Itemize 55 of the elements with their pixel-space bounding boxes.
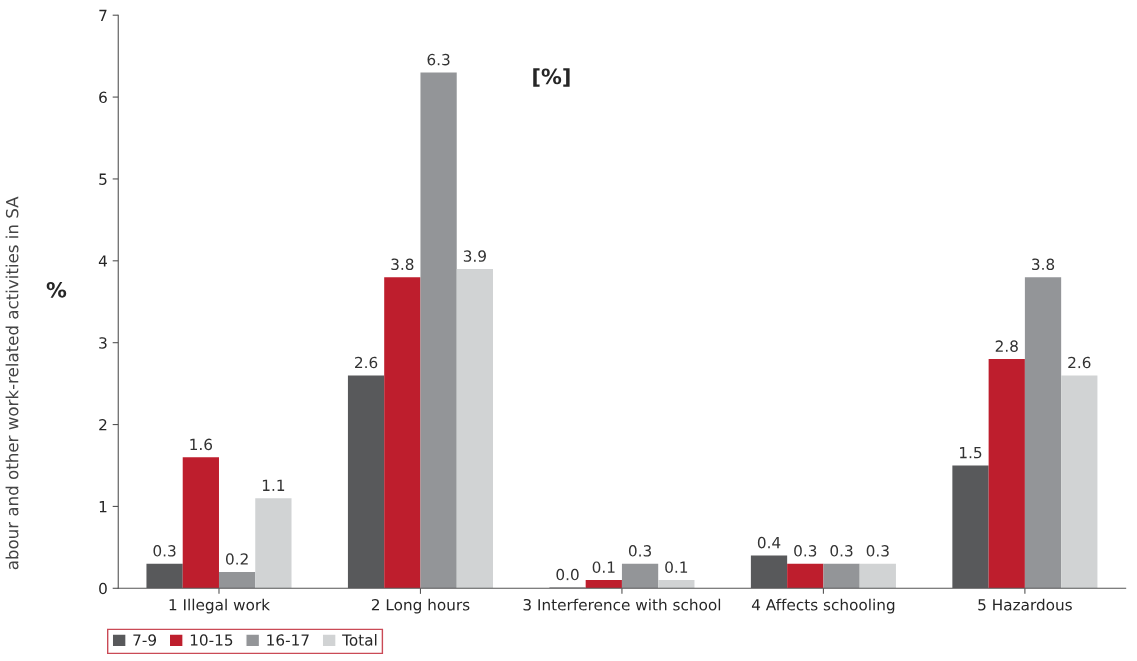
- y-tick-label: 3: [99, 337, 107, 349]
- bar: [621, 563, 659, 589]
- bar: [988, 359, 1025, 589]
- data-label: 0.2: [225, 553, 248, 565]
- data-label: 0.3: [153, 545, 176, 557]
- data-label: 0.1: [592, 561, 615, 573]
- bar: [255, 498, 292, 589]
- x-tick-label: 4 Affects schooling: [751, 598, 895, 614]
- y-axis-title: %: [46, 281, 67, 298]
- bar: [1024, 277, 1062, 589]
- y-tick-label: 7: [99, 9, 107, 22]
- data-label: 0.3: [794, 545, 817, 557]
- data-label: 0.4: [757, 536, 781, 549]
- bar: [182, 457, 219, 589]
- data-label: 0.3: [830, 545, 853, 557]
- x-tick-label: 2 Long hours: [371, 598, 470, 614]
- data-label: 3.8: [391, 258, 414, 271]
- data-label: 6.3: [427, 53, 450, 66]
- bar: [218, 571, 256, 589]
- bar: [787, 563, 824, 589]
- data-label: 2.8: [995, 340, 1018, 352]
- bar: [823, 563, 860, 589]
- text: [%]: [533, 68, 570, 87]
- y-tick-label: 0: [99, 582, 107, 595]
- legend-label: 7-9: [133, 634, 157, 646]
- x-tick-label: 5 Hazardous: [978, 598, 1072, 611]
- bar: [456, 269, 493, 589]
- data-label: 1.1: [262, 479, 285, 491]
- data-label: 3.9: [463, 250, 486, 262]
- data-label: 1.5: [960, 447, 982, 459]
- data-label: 2.6: [355, 356, 378, 369]
- y-tick-label: 4: [98, 255, 107, 267]
- bar: [384, 277, 421, 589]
- data-label: 2.6: [1068, 356, 1091, 369]
- data-label: 1.6: [190, 438, 213, 451]
- bar: [420, 72, 457, 589]
- y-tick-label: 5: [99, 173, 107, 185]
- data-label: 0.1: [665, 561, 688, 573]
- x-tick-label: 1 Illegal work: [169, 598, 270, 614]
- data-label: 0.0: [556, 568, 579, 581]
- bar: [585, 580, 622, 589]
- legend-label: 10-15: [190, 634, 233, 646]
- text: abour and other work-related activities in SA: [5, 196, 19, 570]
- legend-label: 16-17: [267, 634, 309, 646]
- data-label: 0.3: [866, 545, 889, 557]
- y-tick-label: 6: [99, 91, 107, 104]
- x-tick-label: 3 Interference with school: [523, 598, 721, 611]
- bar: [658, 580, 695, 589]
- y-tick-label: 1: [99, 501, 107, 513]
- data-label: 3.8: [1032, 258, 1055, 271]
- data-label: 0.3: [628, 545, 651, 557]
- bar: [859, 563, 896, 589]
- bar: [1061, 375, 1098, 589]
- legend-label: Total: [342, 633, 377, 646]
- y-tick-label: 2: [99, 419, 107, 431]
